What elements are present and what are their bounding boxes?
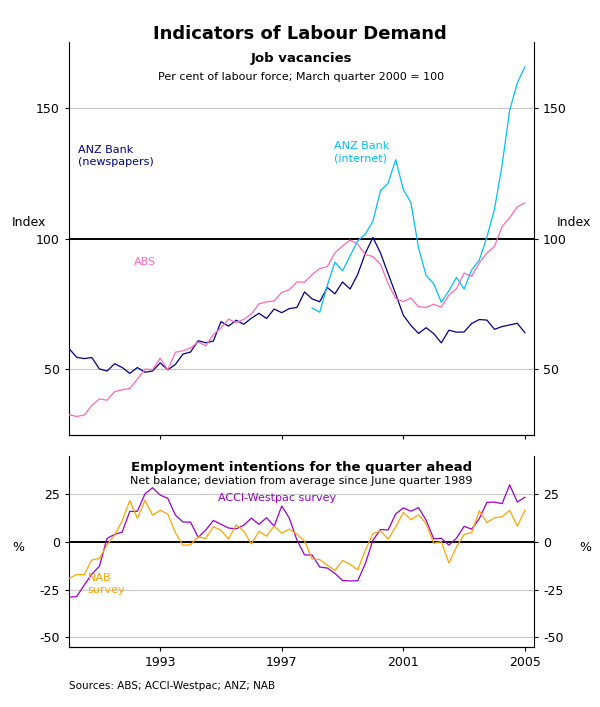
Text: %: % <box>12 542 24 554</box>
Text: ACCI-Westpac survey: ACCI-Westpac survey <box>218 493 336 503</box>
Text: Indicators of Labour Demand: Indicators of Labour Demand <box>153 25 447 42</box>
Text: ANZ Bank
(newspapers): ANZ Bank (newspapers) <box>78 146 154 167</box>
Text: ANZ Bank
(internet): ANZ Bank (internet) <box>334 141 389 163</box>
Text: Index: Index <box>12 216 46 229</box>
Text: NAB
survey: NAB survey <box>88 573 125 595</box>
Text: Per cent of labour force; March quarter 2000 = 100: Per cent of labour force; March quarter … <box>158 72 445 82</box>
Text: Sources: ABS; ACCI-Westpac; ANZ; NAB: Sources: ABS; ACCI-Westpac; ANZ; NAB <box>69 682 275 691</box>
Text: %: % <box>579 542 591 554</box>
Text: Job vacancies: Job vacancies <box>251 52 352 65</box>
Text: ABS: ABS <box>134 257 156 267</box>
Text: Index: Index <box>557 216 591 229</box>
Text: Employment intentions for the quarter ahead: Employment intentions for the quarter ah… <box>131 461 472 474</box>
Text: Net balance; deviation from average since June quarter 1989: Net balance; deviation from average sinc… <box>130 476 473 486</box>
